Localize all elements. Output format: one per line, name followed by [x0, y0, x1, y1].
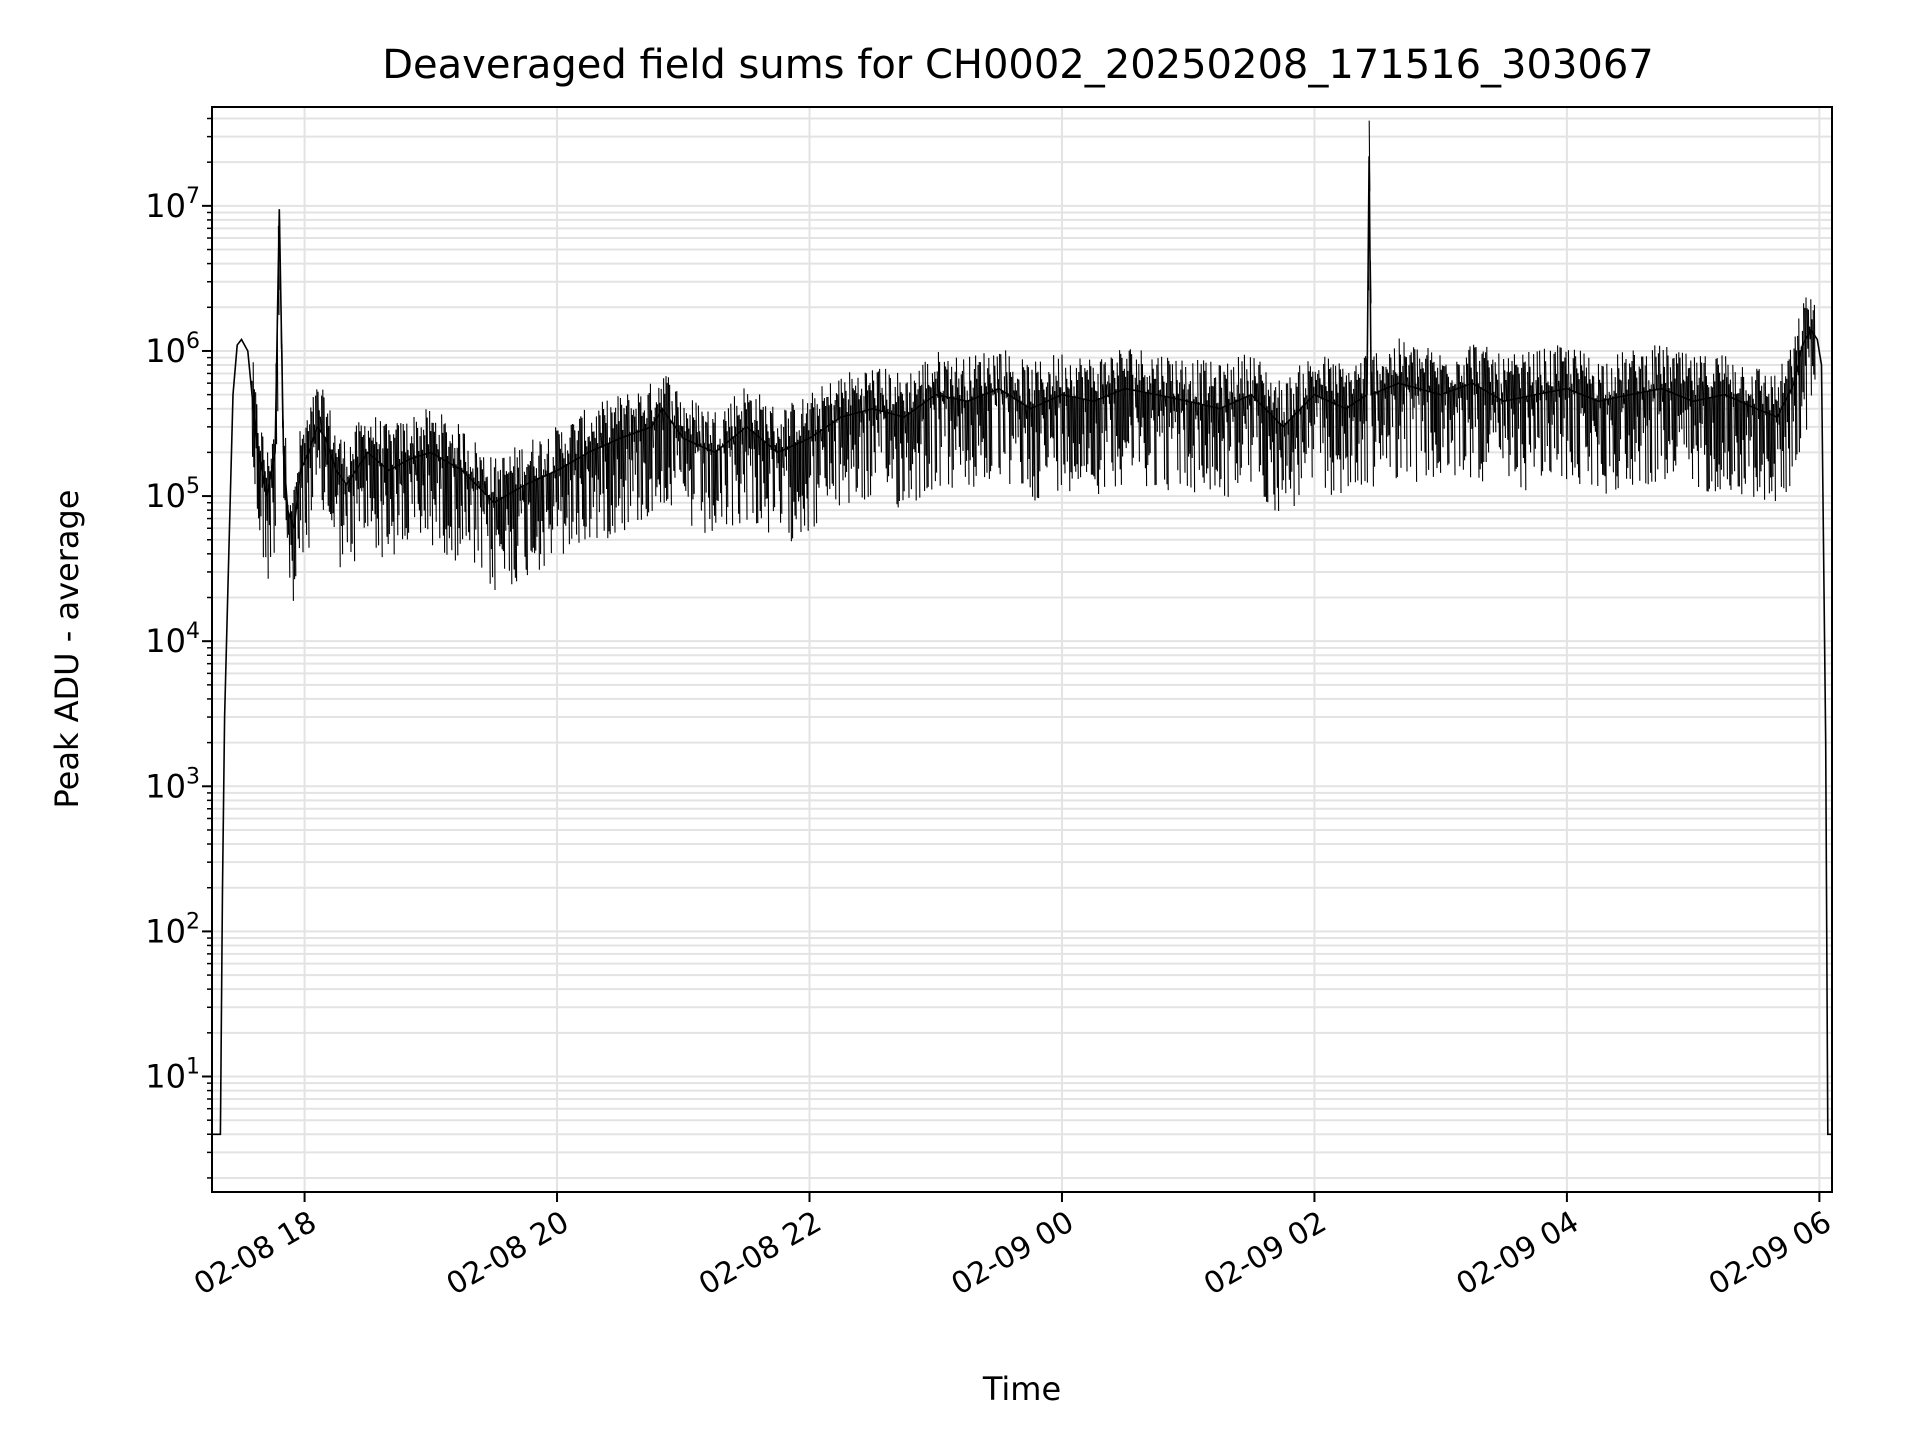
series-noise [251, 120, 1816, 601]
series-layer [212, 120, 1832, 1136]
chart-title: Deaveraged field sums for CH0002_2025020… [382, 42, 1654, 88]
y-tick-label: 104 [145, 619, 200, 660]
plot-area-frame [211, 106, 1833, 1193]
grid-layer [212, 107, 1832, 1192]
x-axis-label: Time [982, 1370, 1061, 1408]
y-tick-label: 102 [145, 909, 200, 950]
y-tick-label: 101 [145, 1055, 200, 1096]
y-axis-ticks: 101 102 103 104 105 106 107 [145, 117, 212, 1179]
y-tick-label: 106 [145, 329, 200, 370]
y-tick-label: 105 [145, 474, 200, 515]
y-axis-label: Peak ADU - average [48, 490, 86, 809]
y-tick-label: 103 [145, 764, 200, 805]
y-tick-label: 107 [145, 184, 200, 225]
